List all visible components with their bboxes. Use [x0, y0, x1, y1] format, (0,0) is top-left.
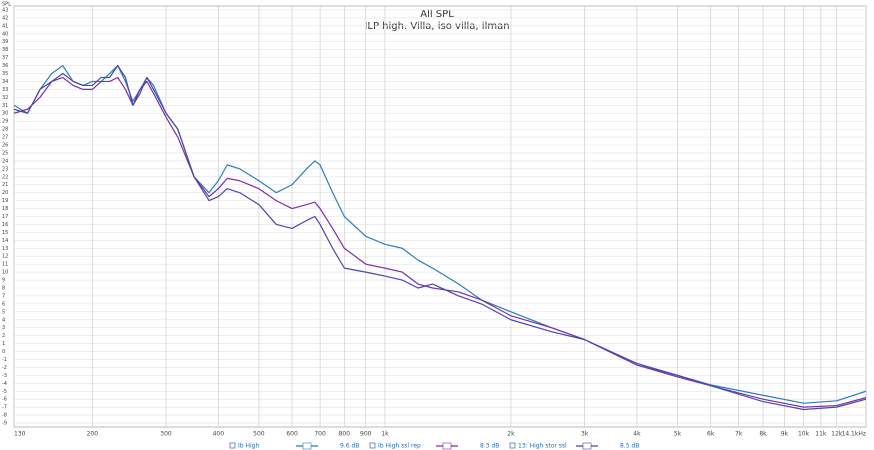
y-tick-label: 13 — [2, 246, 8, 252]
y-tick-label: 27 — [2, 135, 8, 141]
series-line — [13, 76, 867, 408]
x-tick-label: 11k — [815, 431, 827, 438]
y-tick-label: 14 — [2, 238, 8, 244]
y-tick-label: -7 — [2, 405, 7, 411]
y-tick-label: 40 — [2, 31, 8, 37]
y-tick-label: 25 — [2, 150, 8, 156]
y-tick-label: -6 — [2, 397, 7, 403]
y-tick-label: -8 — [2, 413, 7, 419]
x-tick-label: 10k — [798, 431, 810, 438]
y-tick-label: 16 — [2, 222, 8, 228]
y-axis-label: SPL — [2, 2, 11, 8]
legend-checkbox — [369, 442, 376, 449]
y-tick-label: 42 — [2, 15, 8, 21]
x-tick-label: 500 — [253, 431, 265, 438]
y-tick-label: 29 — [2, 119, 8, 125]
x-tick-label: 5k — [674, 431, 682, 438]
y-tick-label: -2 — [2, 365, 7, 371]
y-tick-label: 43 — [2, 7, 8, 13]
y-tick-label: 1 — [2, 341, 5, 347]
x-tick-label: 800 — [339, 431, 351, 438]
x-tick-label: 130 — [14, 431, 26, 438]
y-tick-label: -4 — [2, 381, 7, 387]
y-tick-label: 30 — [2, 111, 8, 117]
x-tick-label: 1k — [381, 431, 389, 438]
legend-label: Ib High ssl rep — [378, 443, 421, 450]
y-tick-label: 28 — [2, 127, 8, 133]
y-tick-label: 35 — [2, 71, 8, 77]
x-tick-label: 300 — [160, 431, 172, 438]
y-tick-label: 41 — [2, 23, 8, 29]
y-tick-label: 23 — [2, 166, 8, 172]
y-tick-label: -3 — [2, 373, 7, 379]
x-tick-label: 3k — [581, 431, 589, 438]
x-tick-label: 8k — [759, 431, 767, 438]
y-tick-label: 10 — [2, 270, 8, 276]
y-tick-label: 18 — [2, 206, 8, 212]
legend-checkbox — [509, 442, 516, 449]
y-tick-label: 24 — [2, 158, 8, 164]
y-tick-label: -9 — [2, 421, 7, 427]
y-tick-label: -1 — [2, 357, 7, 363]
legend-value: 8.3 dB — [480, 443, 499, 450]
x-tick-label: 2k — [507, 431, 515, 438]
y-tick-label: 9 — [2, 278, 5, 284]
legend-label: Ib High — [238, 443, 259, 450]
x-tick-label: 200 — [87, 431, 99, 438]
y-tick-label: 31 — [2, 103, 8, 109]
x-tick-label: 12k — [831, 431, 843, 438]
y-tick-label: 37 — [2, 55, 8, 61]
legend-swatch-box — [302, 442, 312, 450]
x-tick-label: 700 — [314, 431, 326, 438]
y-tick-label: 12 — [2, 254, 8, 260]
y-tick-label: 15 — [2, 230, 8, 236]
y-tick-label: 39 — [2, 39, 8, 45]
y-tick-label: 8 — [2, 285, 5, 291]
x-tick-label: 4k — [633, 431, 641, 438]
y-tick-label: 26 — [2, 143, 8, 149]
x-tick-label: 900 — [360, 431, 372, 438]
y-tick-label: 17 — [2, 214, 8, 220]
y-tick-label: 22 — [2, 174, 8, 180]
legend-value: 9.6 dB — [340, 443, 359, 450]
y-tick-label: 6 — [2, 301, 5, 307]
y-tick-label: 34 — [2, 79, 8, 85]
legend-value: 8.5 dB — [620, 443, 639, 450]
y-tick-label: 36 — [2, 63, 8, 69]
x-tick-label: 7k — [735, 431, 743, 438]
legend-label: 13: High stor ssl — [518, 443, 567, 450]
y-tick-label: 7 — [2, 293, 5, 299]
legend-swatch-box — [442, 442, 452, 450]
y-tick-label: 20 — [2, 190, 8, 196]
chart-title: All SPL — [420, 9, 454, 20]
legend-swatch-box — [582, 442, 592, 450]
y-tick-label: 5 — [2, 309, 5, 315]
y-tick-label: 2 — [2, 333, 5, 339]
legend-checkbox — [229, 442, 236, 449]
x-tick-label: 600 — [286, 431, 298, 438]
y-tick-label: 4 — [2, 317, 5, 323]
y-tick-label: 3 — [2, 325, 5, 331]
x-tick-label: 9k — [781, 431, 789, 438]
chart-subtitle: ILP high. Villa, iso villa, ilman — [364, 21, 509, 32]
series-line — [13, 64, 867, 411]
y-tick-label: 21 — [2, 182, 8, 188]
y-tick-label: 19 — [2, 198, 8, 204]
x-tick-label: 14.1kHz — [842, 431, 867, 438]
y-tick-label: 38 — [2, 47, 8, 53]
y-tick-label: -5 — [2, 389, 7, 395]
y-tick-label: 11 — [2, 262, 8, 268]
x-tick-label: 6k — [707, 431, 715, 438]
y-tick-label: 33 — [2, 87, 8, 93]
y-tick-label: 32 — [2, 95, 8, 101]
y-tick-label: 0 — [2, 349, 5, 355]
x-tick-label: 400 — [213, 431, 225, 438]
